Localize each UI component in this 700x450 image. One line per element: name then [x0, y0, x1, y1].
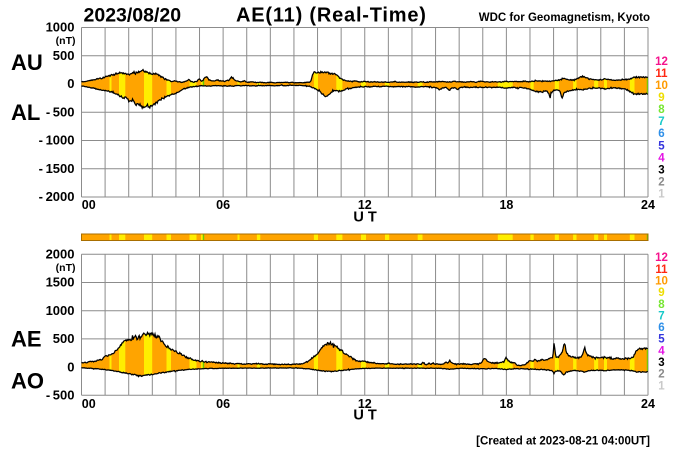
svg-text:12: 12 — [655, 252, 668, 264]
svg-text:3: 3 — [658, 357, 664, 369]
svg-text:18: 18 — [499, 198, 513, 212]
svg-text:(nT): (nT) — [56, 35, 76, 47]
svg-text:- 1500: - 1500 — [39, 161, 75, 176]
svg-text:11: 11 — [655, 68, 668, 80]
svg-text:AO: AO — [11, 368, 44, 393]
svg-text:12: 12 — [358, 198, 372, 212]
svg-text:24: 24 — [641, 198, 655, 212]
svg-text:0: 0 — [67, 359, 74, 374]
svg-text:500: 500 — [53, 331, 75, 346]
svg-text:7: 7 — [658, 116, 664, 128]
svg-text:4: 4 — [658, 152, 665, 164]
svg-text:- 1000: - 1000 — [39, 133, 75, 148]
svg-text:10: 10 — [655, 275, 668, 287]
svg-text:6: 6 — [658, 128, 664, 140]
svg-text:6: 6 — [658, 322, 664, 334]
svg-text:5: 5 — [658, 334, 665, 346]
svg-text:1000: 1000 — [46, 20, 75, 35]
svg-text:AL: AL — [11, 100, 40, 125]
svg-text:12: 12 — [358, 397, 372, 411]
svg-text:WDC for Geomagnetism, Kyoto: WDC for Geomagnetism, Kyoto — [479, 12, 650, 24]
svg-text:5: 5 — [658, 140, 665, 152]
svg-text:9: 9 — [658, 287, 664, 299]
svg-text:12: 12 — [655, 56, 668, 68]
svg-text:AE(11) (Real-Time): AE(11) (Real-Time) — [236, 4, 427, 26]
svg-text:2000: 2000 — [46, 247, 75, 262]
svg-text:9: 9 — [658, 92, 664, 104]
svg-text:00: 00 — [82, 397, 96, 411]
svg-text:06: 06 — [216, 198, 230, 212]
svg-text:- 2000: - 2000 — [39, 189, 75, 204]
svg-text:2023/08/20: 2023/08/20 — [84, 4, 182, 26]
svg-text:AE: AE — [11, 327, 42, 352]
svg-text:1500: 1500 — [46, 275, 75, 290]
svg-text:1000: 1000 — [46, 303, 75, 318]
svg-text:(nT): (nT) — [56, 262, 76, 274]
svg-text:1: 1 — [658, 189, 665, 201]
svg-text:[Created at 2023-08-21 04:00UT: [Created at 2023-08-21 04:00UT] — [476, 435, 650, 447]
svg-text:- 500: - 500 — [46, 105, 75, 120]
svg-text:4: 4 — [658, 345, 665, 357]
svg-text:11: 11 — [655, 264, 668, 276]
svg-text:0: 0 — [67, 76, 74, 91]
svg-text:2: 2 — [658, 177, 664, 189]
svg-text:8: 8 — [658, 104, 665, 116]
svg-text:7: 7 — [658, 310, 664, 322]
svg-text:2: 2 — [658, 369, 664, 381]
svg-text:24: 24 — [641, 397, 655, 411]
svg-text:10: 10 — [655, 80, 668, 92]
svg-text:3: 3 — [658, 165, 664, 177]
svg-text:18: 18 — [499, 397, 513, 411]
svg-text:U T: U T — [353, 209, 377, 225]
svg-text:U T: U T — [353, 408, 377, 424]
svg-text:- 500: - 500 — [46, 388, 75, 403]
svg-text:8: 8 — [658, 299, 665, 311]
svg-text:00: 00 — [82, 198, 96, 212]
svg-text:500: 500 — [53, 48, 75, 63]
svg-text:AU: AU — [11, 50, 43, 75]
svg-text:06: 06 — [216, 397, 230, 411]
svg-text:1: 1 — [658, 380, 665, 392]
